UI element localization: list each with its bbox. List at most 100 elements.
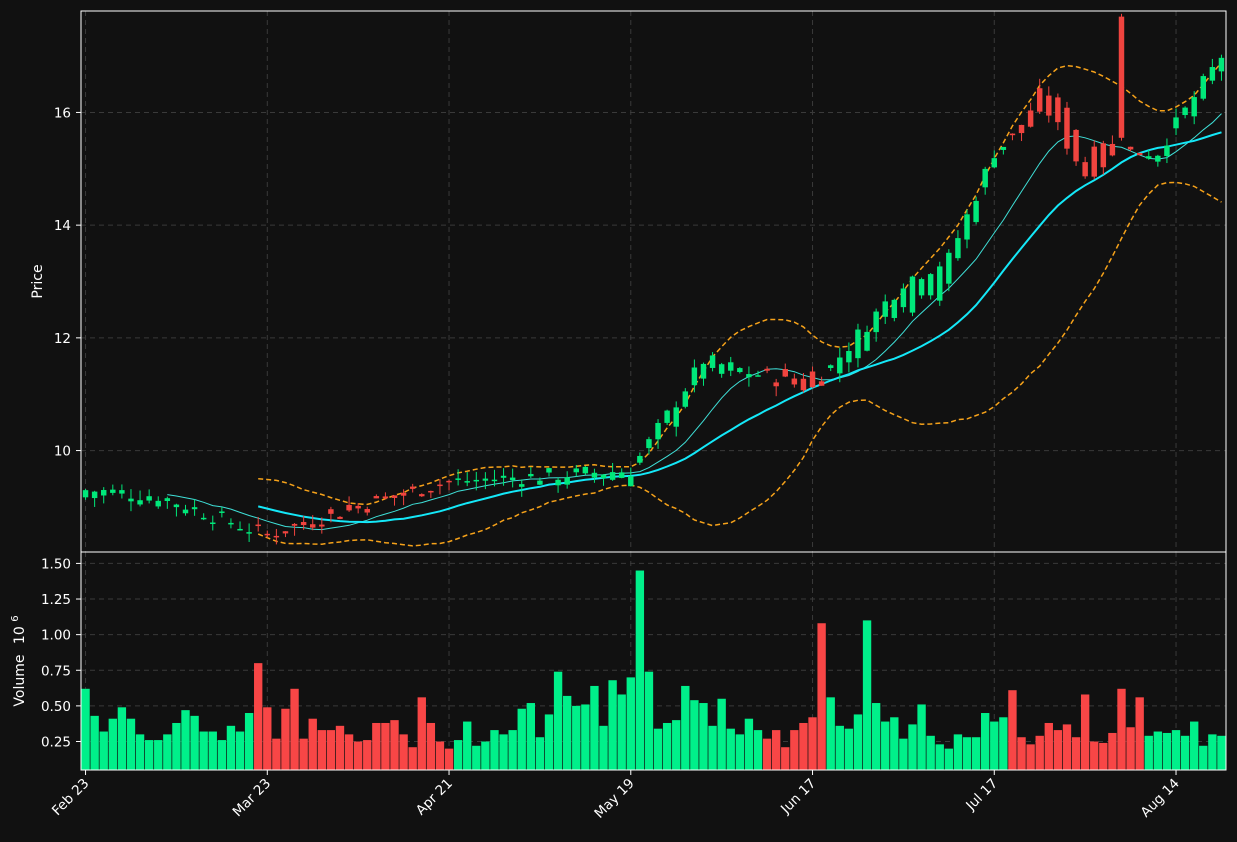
- bollinger-bands: [257, 62, 1223, 547]
- volume-bar: [544, 714, 554, 770]
- candle: [555, 477, 561, 493]
- volume-bar: [472, 745, 481, 770]
- candle: [137, 490, 143, 507]
- candle: [909, 275, 916, 317]
- volume-bar: [126, 718, 136, 770]
- candle: [1146, 150, 1152, 160]
- candle-body: [755, 375, 761, 377]
- candle-body: [882, 301, 888, 317]
- candle: [691, 359, 698, 393]
- volume-bar: [1126, 727, 1135, 770]
- volume-bar: [435, 741, 445, 770]
- candle-body: [609, 472, 616, 480]
- candle-body: [864, 331, 870, 351]
- candle-body: [637, 455, 643, 463]
- volume-bar: [953, 734, 963, 770]
- candle-body: [537, 480, 543, 485]
- volume-bar: [517, 708, 526, 770]
- candle-body: [155, 500, 161, 507]
- candle: [709, 352, 716, 372]
- volume-bar: [408, 747, 417, 770]
- candle: [718, 362, 725, 378]
- candle-body: [237, 528, 243, 531]
- volume-bar: [626, 677, 635, 770]
- candle-body: [791, 378, 798, 385]
- candle: [927, 273, 934, 300]
- candle: [1127, 146, 1134, 152]
- candle: [1091, 140, 1097, 180]
- candle: [855, 323, 861, 368]
- volume-bar: [581, 704, 590, 770]
- candle: [582, 466, 589, 476]
- candle-body: [328, 509, 334, 514]
- candle-body: [82, 490, 89, 498]
- candle: [873, 308, 879, 342]
- candle-body: [1173, 117, 1179, 129]
- volume-bar: [1180, 735, 1190, 770]
- candle: [628, 467, 634, 487]
- volume-bar: [981, 713, 990, 770]
- volume-bar: [490, 730, 499, 770]
- volume-tick-label: 0.25: [41, 735, 71, 751]
- volume-bar: [590, 685, 599, 770]
- candle-body: [909, 276, 916, 313]
- candle: [700, 362, 707, 386]
- candle-body: [964, 214, 970, 240]
- candle-body: [927, 274, 934, 296]
- volume-bar: [999, 717, 1008, 770]
- volume-bar: [317, 730, 326, 770]
- volume-bar: [1162, 732, 1172, 770]
- candle-body: [628, 476, 634, 487]
- volume-bar: [1053, 730, 1063, 770]
- volume-bar: [890, 717, 899, 770]
- volume-bar: [535, 737, 545, 770]
- volume-bar: [172, 722, 181, 770]
- price-panel: 10 12 14 16 Price: [30, 10, 1227, 553]
- candle: [264, 530, 271, 538]
- candle: [1109, 135, 1116, 157]
- moving-averages: [167, 113, 1222, 531]
- volume-bar: [444, 748, 454, 770]
- candle-body: [1073, 129, 1079, 162]
- candle-body: [355, 505, 361, 509]
- candle-body: [655, 422, 661, 440]
- candle: [419, 493, 425, 497]
- candle: [373, 494, 380, 499]
- candle: [737, 367, 743, 374]
- candle: [573, 464, 579, 477]
- candle: [955, 230, 961, 261]
- candle-body: [573, 468, 579, 473]
- candle: [655, 419, 661, 449]
- volume-bar: [390, 720, 399, 770]
- candle: [228, 518, 234, 529]
- price-axis-label: Price: [30, 264, 46, 298]
- volume-bar: [226, 725, 236, 770]
- candles: [82, 13, 1225, 545]
- volume-bar: [771, 730, 781, 770]
- candle-body: [1055, 97, 1061, 123]
- volume-bar: [335, 725, 345, 770]
- candle-body: [264, 533, 271, 536]
- candle-body: [200, 517, 207, 520]
- candle-body: [182, 509, 189, 514]
- candle-body: [110, 489, 116, 493]
- candle: [482, 472, 489, 490]
- volume-bar: [608, 680, 617, 770]
- candle: [564, 471, 570, 489]
- volume-bar: [144, 740, 154, 770]
- candle: [428, 490, 434, 498]
- candle: [891, 298, 898, 322]
- price-tick-label: 12: [54, 331, 71, 347]
- price-tick-label: 16: [54, 105, 71, 121]
- candle: [528, 467, 534, 478]
- candle-body: [446, 480, 452, 483]
- candle: [637, 452, 643, 466]
- candle: [1055, 93, 1061, 131]
- volume-bar: [899, 738, 908, 770]
- candle: [100, 487, 107, 504]
- candle-body: [973, 200, 979, 223]
- volume-bar: [308, 718, 317, 770]
- volume-bar: [644, 671, 654, 770]
- volume-bar: [808, 717, 817, 770]
- candle: [827, 364, 834, 372]
